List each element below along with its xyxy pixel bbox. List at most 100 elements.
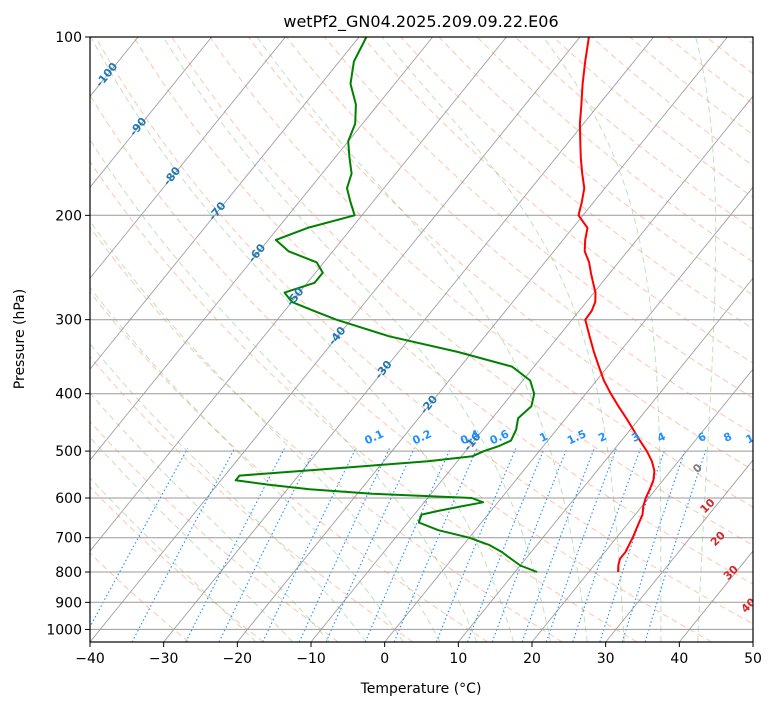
dry-adiabat-line [705, 37, 753, 75]
pressure-grid [90, 37, 753, 630]
isotherm-line [531, 368, 753, 642]
dry-adiabat-line [171, 37, 753, 546]
moist-adiabat-line [695, 37, 717, 642]
dry-adiabat-line [133, 37, 753, 585]
y-tick-label: 600 [55, 491, 82, 507]
isotherm-line [310, 95, 753, 642]
mixing-ratio-line [435, 448, 517, 642]
isotherm-line [0, 37, 64, 642]
isotherm-line [384, 186, 753, 642]
isotherm-line [90, 37, 434, 461]
mixing-ratio-line [644, 448, 707, 642]
x-tick-label: −10 [296, 651, 326, 667]
isotherm-line [90, 37, 213, 188]
dry-adiabat-line [247, 37, 753, 471]
sounding-series [234, 37, 656, 573]
mixing-ratio-line [90, 448, 189, 629]
moist-adiabat-line [542, 37, 662, 642]
y-tick-label: 200 [55, 208, 82, 224]
dry-adiabat-line [90, 226, 563, 642]
mixing-ratio-line [521, 448, 595, 642]
moist-adiabat-label: 30 [721, 562, 741, 582]
y-tick-label: 100 [55, 30, 82, 46]
x-tick-label: 0 [380, 651, 389, 667]
mixing-ratio-label: 8 [722, 430, 734, 445]
mixing-ratio-line [131, 448, 235, 642]
mixing-ratio-label: 10 [744, 428, 764, 446]
x-axis-label: Temperature (°C) [360, 681, 482, 697]
x-tick-label: 10 [449, 651, 467, 667]
isotherm-line [605, 459, 753, 642]
dry-adiabat-line [90, 291, 488, 642]
moist-adiabat-line [162, 37, 551, 642]
x-tick-label: 30 [597, 651, 615, 667]
moist-adiabat-line [90, 138, 478, 642]
moist-adiabat-line [90, 436, 293, 642]
dry-adiabat-line [514, 37, 753, 230]
isotherm-line [236, 37, 728, 642]
mixing-ratio-line [298, 448, 390, 642]
y-tick-label: 1000 [46, 622, 82, 638]
isotherm-line [90, 37, 286, 279]
isotherm-line [90, 37, 507, 552]
dry-adiabat-line [90, 355, 414, 642]
y-tick-label: 900 [55, 595, 82, 611]
y-tick-label: 500 [55, 444, 82, 460]
moist-adiabat-label: 20 [708, 529, 728, 549]
mixing-ratio-line [185, 448, 285, 642]
x-tick-label: 40 [670, 651, 688, 667]
moist-adiabat-line [90, 343, 367, 642]
dry-adiabat-line [90, 420, 339, 642]
isotherm-line [163, 37, 655, 642]
isotherm-line [90, 37, 581, 642]
background-lines [0, 37, 753, 642]
mixing-ratio-line [572, 448, 642, 642]
mixing-ratio-label: 6 [696, 430, 709, 445]
zero-label: 0 [690, 461, 705, 476]
mixing-ratio-line [545, 448, 617, 642]
isotherm-label: -50 [284, 285, 307, 309]
dry-adiabat-line [553, 37, 753, 198]
mixing-ratio-line [466, 448, 545, 642]
y-tick-label: 400 [55, 387, 82, 403]
temperature-line [577, 37, 656, 573]
mixing-ratio-line [599, 448, 666, 642]
moist-adiabat-line [90, 477, 257, 642]
dry-adiabat-line [90, 552, 190, 642]
mixing-ratio-label: 1.5 [565, 427, 588, 447]
moist-adiabat-label: 40 [739, 595, 759, 615]
dry-adiabat-line [591, 37, 753, 167]
plot-frame [89, 36, 754, 643]
y-axis-label: Pressure (hPa) [12, 289, 28, 389]
y-tick-label: 700 [55, 531, 82, 547]
isotherm-label: -20 [418, 393, 441, 417]
x-axis-ticks: −40 −30 −20 −10 0 10 20 30 40 50 [75, 642, 762, 667]
moist-adiabat-line [90, 392, 330, 642]
chart-title: wetPf2_GN04.2025.209.09.22.E06 [283, 12, 558, 32]
mixing-ratio-label: 13 [770, 428, 775, 446]
dry-adiabat-line [667, 37, 753, 105]
y-tick-label: 300 [55, 313, 82, 329]
x-tick-label: −20 [223, 651, 253, 667]
line-labels: -100-90-80-70-60-50-40-30-20-100.1 0.2 0.4… [93, 60, 775, 616]
dry-adiabat-line [209, 37, 753, 508]
y-axis-ticks: 100 200 300 400 500 600 700 800 900 1000 [46, 30, 90, 638]
mixing-ratio-line [262, 448, 357, 642]
moist-adiabat-line [256, 37, 588, 642]
x-tick-label: 20 [523, 651, 541, 667]
x-tick-label: 50 [744, 651, 762, 667]
y-tick-label: 800 [55, 565, 82, 581]
dry-adiabat-line [90, 160, 638, 642]
dry-adiabat-line [400, 37, 753, 330]
x-tick-label: −40 [75, 651, 105, 667]
dry-adiabat-line [438, 37, 753, 296]
mixing-ratio-line [491, 448, 568, 642]
x-tick-label: −30 [149, 651, 179, 667]
moist-adiabat-line [90, 220, 441, 642]
moist-adiabat-line [381, 37, 625, 642]
dry-adiabat-line [95, 37, 753, 625]
dry-adiabat-line [324, 37, 753, 399]
mixing-ratio-label: 4 [655, 430, 668, 445]
mixing-ratio-label: 0.2 [410, 427, 433, 447]
